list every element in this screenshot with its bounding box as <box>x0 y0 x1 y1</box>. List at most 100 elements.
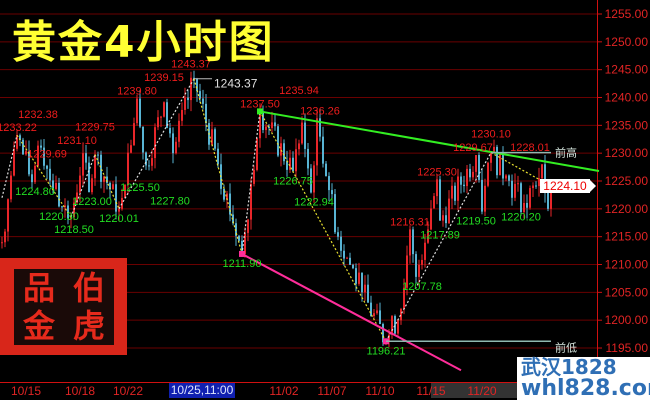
candle-body <box>376 310 378 314</box>
candle-body <box>373 313 375 316</box>
candle-body <box>238 235 240 241</box>
y-tick-label: 1220.00 <box>605 202 649 216</box>
y-tick-label: 1230.00 <box>605 146 649 160</box>
candle-body <box>493 146 495 153</box>
candle-body <box>484 185 486 212</box>
swing-low-label: 1227.80 <box>150 195 190 207</box>
y-tick-label: 1195.00 <box>606 341 649 355</box>
candle-body <box>301 122 303 144</box>
candle-body <box>418 264 420 277</box>
candle-body <box>532 185 534 189</box>
candle-body <box>355 268 357 284</box>
trend-anchor <box>239 250 245 257</box>
candle-body <box>280 143 282 156</box>
candle-body <box>283 143 285 162</box>
candle-body <box>442 215 444 221</box>
candle-body <box>130 145 132 153</box>
candle-body <box>454 185 456 201</box>
swing-low-label: 1224.80 <box>15 186 55 198</box>
trend-anchor <box>257 108 263 115</box>
candle-body <box>466 168 468 187</box>
candle-body <box>199 91 201 99</box>
candle-body <box>250 183 252 220</box>
candle-body <box>31 174 33 183</box>
candle-body <box>73 202 75 218</box>
candle-body <box>352 264 354 269</box>
candle-body <box>460 176 462 185</box>
candle-body <box>178 120 180 142</box>
candle-body <box>244 232 246 254</box>
candle-body <box>424 242 426 260</box>
candle-body <box>25 151 27 155</box>
x-tick-label: 11/07 <box>317 384 346 398</box>
candle-body <box>382 323 384 343</box>
candle-body <box>391 316 393 335</box>
candle-body <box>514 183 516 198</box>
x-tick-label: 11/20 <box>467 384 496 398</box>
candle-body <box>496 146 498 176</box>
swing-high-label: 1235.94 <box>279 85 319 97</box>
candle-body <box>469 168 471 178</box>
x-tick-label: 10/22 <box>113 384 143 398</box>
candle-body <box>133 123 135 146</box>
candle-body <box>538 178 540 187</box>
candle-body <box>106 176 108 183</box>
candle-body <box>481 179 483 212</box>
candle-body <box>76 192 78 203</box>
swing-high-label: 1236.26 <box>300 105 340 117</box>
logo-char: 虎 <box>72 307 105 345</box>
candle-body <box>103 176 105 182</box>
swing-high-label: 1229.75 <box>75 122 115 134</box>
candle-body <box>304 122 306 149</box>
candle-body <box>217 148 219 165</box>
candle-body <box>322 136 324 164</box>
x-axis-scroll-area[interactable] <box>431 383 517 398</box>
candle-body <box>97 154 99 156</box>
swing-high-label: 1229.69 <box>27 149 67 161</box>
zigzag-up-leg <box>1 135 18 198</box>
candle-body <box>235 223 237 236</box>
candle-body <box>157 117 159 128</box>
candle-body <box>520 183 522 213</box>
y-tick-label: 1245.00 <box>605 63 649 77</box>
candle-body <box>325 163 327 177</box>
swing-high-label: 1243.37 <box>171 59 211 71</box>
last-price-tag: 1224.10 <box>540 179 590 193</box>
watermark-line2: whl828.com <box>521 376 650 400</box>
candle-body <box>406 255 408 288</box>
y-tick-label: 1205.00 <box>605 285 649 299</box>
candle-body <box>487 162 489 186</box>
candle-body <box>37 145 39 166</box>
swing-low-label: 1220.30 <box>39 211 79 223</box>
candle-body <box>505 175 507 179</box>
candle-body <box>1 242 3 244</box>
candle-body <box>154 127 156 159</box>
candle-body <box>46 165 48 169</box>
candle-body <box>502 152 504 179</box>
candle-body <box>457 176 459 201</box>
swing-high-label: 1216.31 <box>390 216 430 228</box>
candle-body <box>226 193 228 200</box>
x-tick-label: 11/02 <box>269 384 298 398</box>
candle-body <box>334 194 336 233</box>
candle-body <box>184 97 186 110</box>
candle-body <box>343 250 345 259</box>
candle-body <box>268 126 270 128</box>
candle-body <box>16 135 18 149</box>
swing-low-label: 1219.50 <box>456 216 496 228</box>
candle-body <box>19 135 21 140</box>
candle-body <box>523 202 525 213</box>
candle-body <box>433 196 435 209</box>
candle-body <box>403 287 405 310</box>
candle-body <box>145 152 147 166</box>
candle-body <box>448 198 450 224</box>
zigzag-down-leg <box>16 134 72 218</box>
swing-high-label: 1233.22 <box>0 122 37 134</box>
last-price-pointer <box>590 180 596 193</box>
swing-high-label: 1237.50 <box>240 98 280 110</box>
candle-body <box>10 175 12 200</box>
candle-body <box>313 165 315 193</box>
candle-body <box>361 272 363 293</box>
candle-body <box>271 122 273 128</box>
